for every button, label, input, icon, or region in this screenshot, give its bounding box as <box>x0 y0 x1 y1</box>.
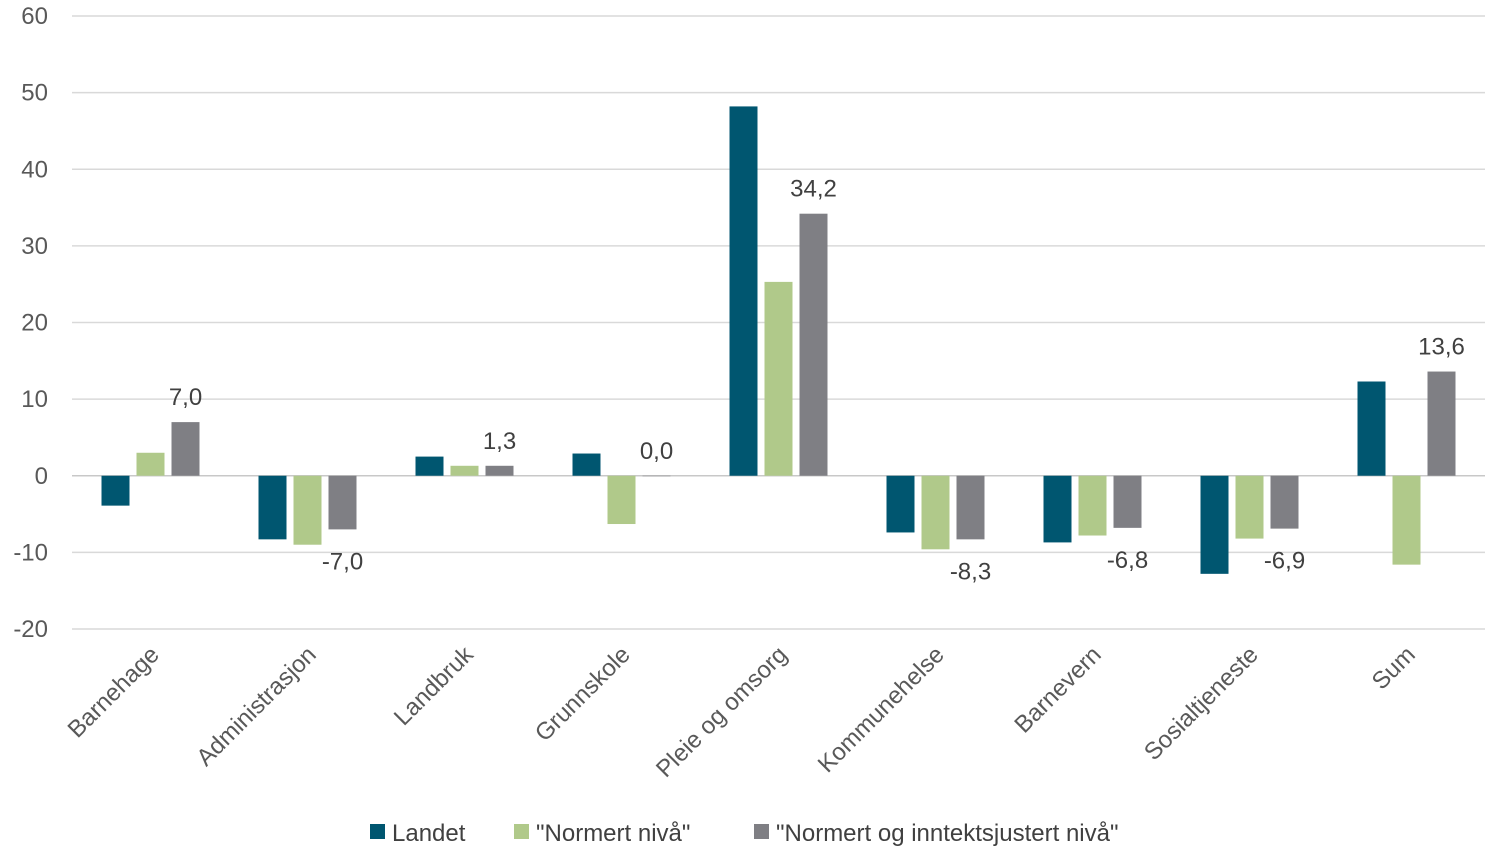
x-category-label: Barnevern <box>1009 641 1106 738</box>
y-tick-label: 40 <box>21 156 48 183</box>
data-label: 13,6 <box>1418 334 1465 361</box>
bar-series2-cat2 <box>485 465 514 476</box>
y-tick-label: -20 <box>13 616 48 643</box>
data-labels: 7,0 -7,0 1,3 0,0 34,2 -8,3 -6,8 -6,9 13,6 <box>169 176 1465 586</box>
legend-swatch <box>514 824 529 839</box>
y-tick-label: 60 <box>21 3 48 30</box>
y-tick-label: 10 <box>21 386 48 413</box>
bar-series1-cat2 <box>450 465 479 476</box>
bar-series0-cat2 <box>415 456 444 476</box>
bar-series1-cat8 <box>1392 475 1421 565</box>
legend-swatch <box>370 824 385 839</box>
bar-series1-cat7 <box>1235 475 1264 539</box>
bar-series2-cat3 <box>642 475 671 477</box>
bar-series2-cat4 <box>799 213 828 476</box>
legend-label: Landet <box>392 820 466 847</box>
data-label: 7,0 <box>169 384 202 411</box>
data-label: -8,3 <box>950 558 991 585</box>
bar-series2-cat6 <box>1113 475 1142 528</box>
bar-series2-cat8 <box>1427 371 1456 476</box>
bar-series0-cat5 <box>886 475 915 533</box>
x-category-label: Sum <box>1367 641 1421 695</box>
x-category-label: Administrasjon <box>191 641 321 771</box>
bar-series1-cat1 <box>293 475 322 545</box>
data-label: 0,0 <box>640 438 673 465</box>
x-category-label: Sosialtjeneste <box>1139 641 1264 766</box>
x-axis: Barnehage Administrasjon Landbruk Grunnskol… <box>63 640 1421 782</box>
bar-series2-cat1 <box>328 475 357 530</box>
y-tick-label: 20 <box>21 310 48 337</box>
bar-series2-cat0 <box>171 422 200 476</box>
bar-series1-cat4 <box>764 281 793 476</box>
y-tick-label: 30 <box>21 233 48 260</box>
bar-series0-cat6 <box>1043 475 1072 543</box>
bar-series1-cat6 <box>1078 475 1107 536</box>
bars <box>101 106 1456 574</box>
legend-swatch <box>754 824 769 839</box>
data-label: -6,8 <box>1107 547 1148 574</box>
y-tick-label: 50 <box>21 80 48 107</box>
legend-label: "Normert nivå" <box>536 820 690 847</box>
bar-series0-cat3 <box>572 453 601 476</box>
bar-series1-cat3 <box>607 475 636 525</box>
data-label: -7,0 <box>322 548 363 575</box>
x-category-label: Pleie og omsorg <box>651 641 793 783</box>
legend: Landet "Normert nivå" "Normert og inntekts… <box>370 820 1119 847</box>
data-label: 1,3 <box>483 428 516 455</box>
bar-series0-cat0 <box>101 475 130 506</box>
bar-series1-cat5 <box>921 475 950 550</box>
x-category-label: Barnehage <box>63 641 165 743</box>
x-category-label: Landbruk <box>389 640 480 731</box>
bar-series1-cat0 <box>136 452 165 476</box>
x-category-label: Grunnskole <box>530 641 636 747</box>
bar-series0-cat8 <box>1357 381 1386 476</box>
x-category-label: Kommunehelse <box>813 641 950 778</box>
y-axis: 60 50 40 30 20 10 0 -10 -20 <box>13 3 48 643</box>
bar-series2-cat5 <box>956 475 985 540</box>
legend-label: "Normert og inntektsjustert nivå" <box>776 820 1119 847</box>
bar-series0-cat4 <box>729 106 758 476</box>
bar-series0-cat7 <box>1200 475 1229 574</box>
bar-series0-cat1 <box>258 475 287 540</box>
bar-series2-cat7 <box>1270 475 1299 529</box>
y-tick-label: 0 <box>35 463 48 490</box>
data-label: -6,9 <box>1264 548 1305 575</box>
data-label: 34,2 <box>790 176 837 203</box>
y-tick-label: -10 <box>13 539 48 566</box>
